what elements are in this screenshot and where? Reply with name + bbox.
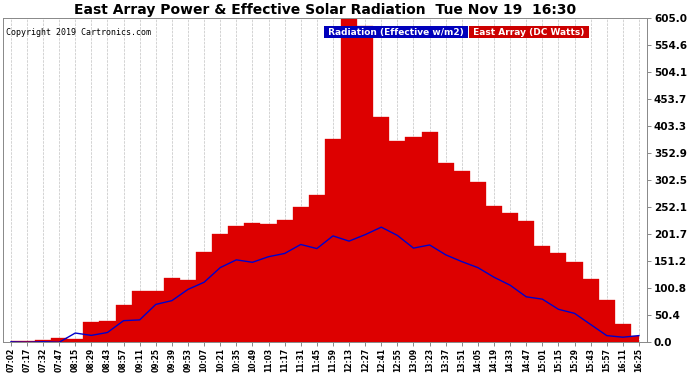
Text: East Array (DC Watts): East Array (DC Watts) — [470, 28, 587, 37]
Text: Copyright 2019 Cartronics.com: Copyright 2019 Cartronics.com — [6, 28, 151, 37]
Title: East Array Power & Effective Solar Radiation  Tue Nov 19  16:30: East Array Power & Effective Solar Radia… — [74, 3, 576, 17]
Text: Radiation (Effective w/m2): Radiation (Effective w/m2) — [325, 28, 466, 37]
